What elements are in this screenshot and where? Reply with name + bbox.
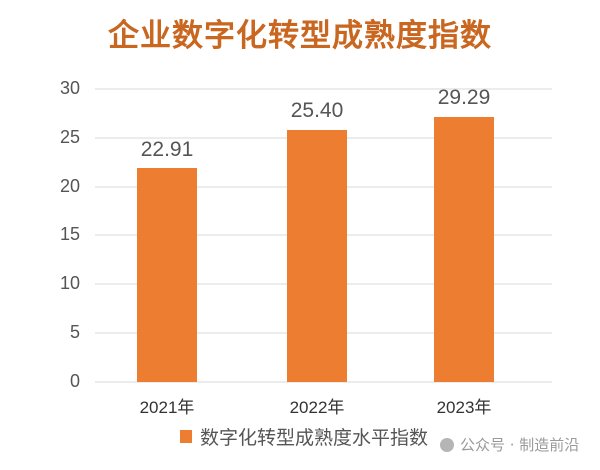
x-tick-2023: 2023年: [436, 398, 492, 417]
bar-2021: [137, 168, 197, 382]
y-tick-5: 5: [69, 322, 80, 342]
y-tick-30: 30: [59, 78, 80, 98]
y-tick-25: 25: [59, 127, 80, 147]
watermark-text: 公众号 · 制造前沿: [460, 436, 580, 454]
y-tick-10: 10: [59, 273, 80, 293]
bar-value-label-2023: 29.29: [437, 86, 491, 109]
watermark: 公众号 · 制造前沿: [440, 434, 579, 455]
x-tick-2022: 2022年: [289, 398, 345, 417]
y-tick-20: 20: [59, 176, 80, 196]
y-tick-15: 15: [59, 224, 80, 244]
legend: 数字化转型成熟度水平指数: [180, 423, 428, 450]
gridline-0: [95, 381, 552, 383]
bar-2022: [287, 130, 347, 382]
bar-2023: [434, 117, 494, 382]
chart-title: 企业数字化转型成熟度指数: [108, 18, 492, 54]
x-tick-2021: 2021年: [139, 398, 195, 417]
wechat-icon: [440, 437, 454, 452]
legend-label: 数字化转型成熟度水平指数: [200, 427, 429, 449]
legend-swatch-icon: [180, 430, 192, 443]
bar-value-label-2021: 22.91: [140, 138, 194, 161]
bar-value-label-2022: 25.40: [290, 99, 344, 122]
y-tick-0: 0: [69, 371, 80, 391]
gridline-30: [95, 88, 552, 90]
